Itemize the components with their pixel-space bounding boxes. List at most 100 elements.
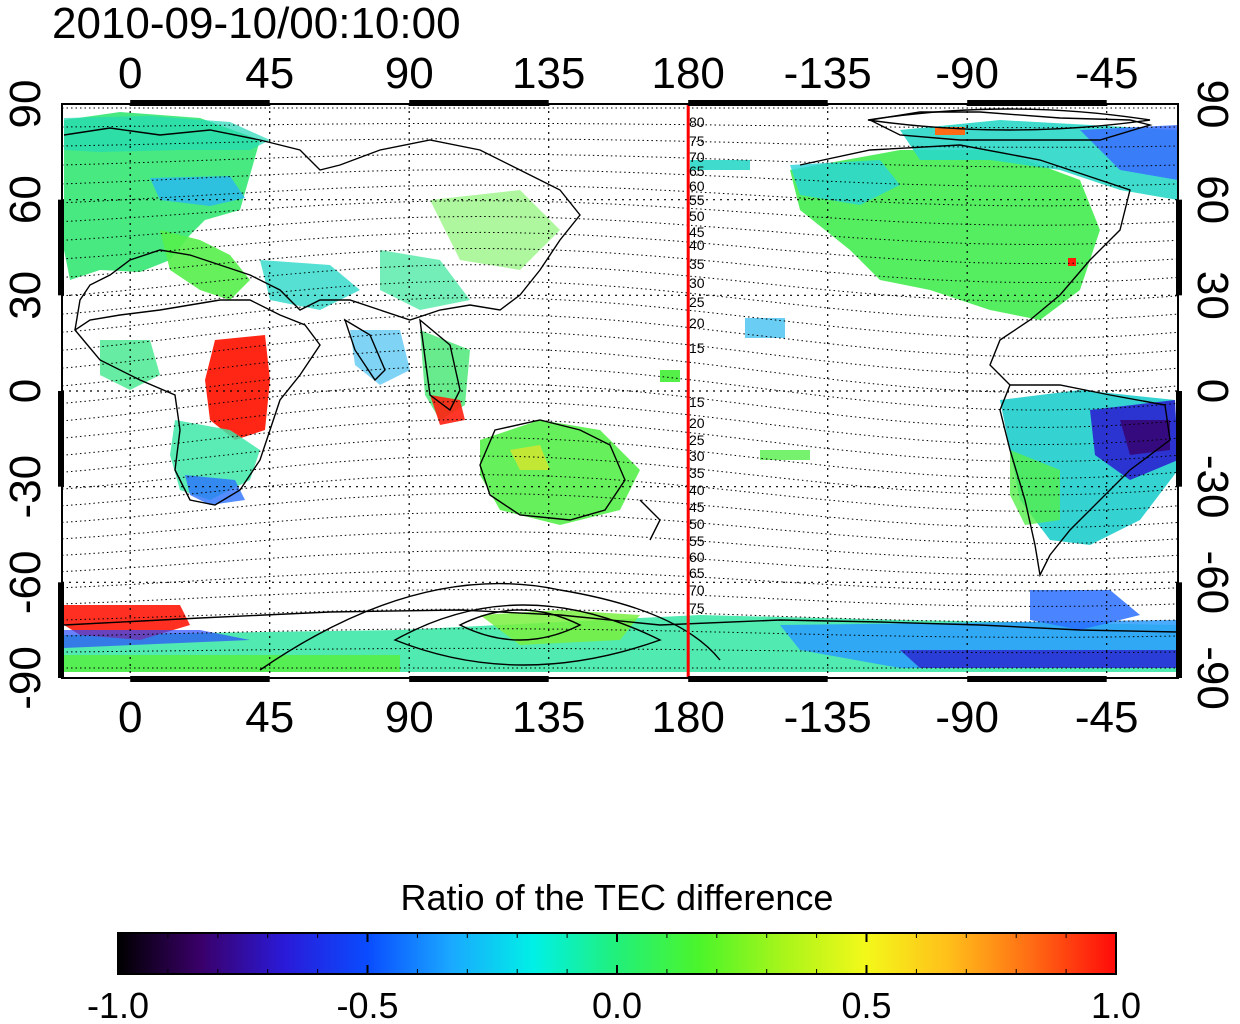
timestamp-label: 2010-09-10/00:10:00 (52, 0, 461, 48)
left-lat-tick-label: 30 (1, 271, 50, 320)
contour-line (62, 215, 1178, 246)
bottom-lon-tick-label: 135 (512, 693, 585, 742)
top-lon-tick-label: 90 (385, 49, 434, 98)
contour-line (62, 153, 1178, 168)
top-lon-tick-label: 180 (651, 49, 724, 98)
top-lon-tick-label: 0 (118, 49, 142, 98)
left-lat-tick-label: 0 (1, 379, 50, 403)
contour-line (62, 264, 1178, 302)
right-lat-tick-label: 0 (1188, 379, 1237, 403)
contour-line (62, 248, 1178, 283)
frame-bar-bottom (409, 676, 549, 682)
top-lon-tick-label: 45 (245, 49, 294, 98)
right-lat-tick-label: 60 (1188, 175, 1237, 224)
contour-line (62, 530, 1178, 561)
bottom-lon-tick-label: 0 (118, 693, 142, 742)
top-longitude-axis: 0 45 90 135 180 -135 -90 -45 (118, 49, 1139, 98)
left-lat-tick-label: -60 (1, 551, 50, 615)
coastline-layer (63, 108, 1178, 671)
contour-label: 65 (689, 565, 705, 581)
frame-bar-left (58, 199, 64, 296)
contour-label: 45 (689, 499, 705, 515)
contour-line (62, 628, 1178, 638)
top-lon-tick-label: -135 (784, 49, 872, 98)
contour-label: 55 (689, 192, 705, 208)
top-lon-tick-label: -45 (1075, 49, 1139, 98)
top-lon-tick-label: 135 (512, 49, 585, 98)
contour-label: 60 (689, 549, 705, 565)
top-lon-tick-label: -90 (935, 49, 999, 98)
left-lat-tick-label: -90 (1, 646, 50, 710)
contour-label: 25 (689, 432, 705, 448)
contour-line (62, 608, 1178, 623)
left-lat-tick-label: -30 (1, 455, 50, 519)
contour-label: 50 (689, 516, 705, 532)
contour-line (62, 138, 1178, 148)
contour-label: 20 (689, 315, 705, 331)
frame-bar-left (58, 391, 64, 487)
contour-line (62, 474, 1178, 512)
contour-label: 20 (689, 415, 705, 431)
frame-bar-top (409, 100, 549, 106)
contour-label: 40 (689, 237, 705, 253)
right-lat-tick-label: 30 (1188, 271, 1237, 320)
contour-line (62, 184, 1178, 207)
contour-line (62, 122, 1178, 129)
map-border-ticks (58, 100, 1182, 682)
contour-label: 80 (689, 114, 705, 130)
bottom-lon-tick-label: 90 (385, 693, 434, 742)
left-lat-tick-label: 60 (1, 175, 50, 224)
bottom-lon-tick-label: 180 (651, 693, 724, 742)
contour-line (62, 200, 1178, 226)
contour-label: 15 (689, 394, 705, 410)
contour-label: 55 (689, 533, 705, 549)
frame-bar-top (967, 100, 1107, 106)
left-latitude-axis: 90 60 30 0 -30 -60 -90 (1, 80, 50, 710)
contour-line (62, 493, 1178, 528)
contour-label: 30 (689, 275, 705, 291)
contour-line (62, 589, 1178, 607)
frame-bar-right (1176, 391, 1182, 487)
frame-bar-bottom (967, 676, 1107, 682)
colorbar-ticks: -1.0 -0.5 0.0 0.5 1.0 (87, 933, 1141, 1024)
frame-bar-right (1176, 199, 1182, 296)
contour-line (62, 569, 1178, 592)
contour-label: 40 (689, 482, 705, 498)
contour-line (62, 231, 1178, 265)
frame-bar-top (688, 100, 828, 106)
contour-label: 50 (689, 208, 705, 224)
frame-bar-bottom (130, 676, 270, 682)
contour-labels: 8075706560555045403530252015152025303540… (689, 114, 705, 616)
bottom-lon-tick-label: -45 (1075, 693, 1139, 742)
contour-line (62, 647, 1178, 654)
contour-label: 60 (689, 178, 705, 194)
bottom-longitude-axis: 0 45 90 135 180 -135 -90 -45 (118, 693, 1139, 742)
colorbar-tick-label: -1.0 (87, 985, 149, 1024)
magnetic-latitude-contours (62, 107, 1178, 669)
frame-bar-right (1176, 582, 1182, 678)
right-lat-tick-label: -30 (1188, 455, 1237, 519)
right-lat-tick-label: -60 (1188, 551, 1237, 615)
left-lat-tick-label: 90 (1, 80, 50, 129)
contour-label: 30 (689, 448, 705, 464)
contour-label: 65 (689, 163, 705, 179)
contour-label: 75 (689, 133, 705, 149)
bottom-lon-tick-label: 45 (245, 693, 294, 742)
contour-label: 45 (689, 224, 705, 240)
colorbar-tick-label: -0.5 (336, 985, 398, 1024)
contour-label: 35 (689, 256, 705, 272)
contour-label: 70 (689, 149, 705, 165)
colorbar-title: Ratio of the TEC difference (401, 877, 834, 918)
contour-label: 25 (689, 294, 705, 310)
right-lat-tick-label: 90 (1188, 80, 1237, 129)
bottom-lon-tick-label: -135 (784, 693, 872, 742)
contour-label: 35 (689, 465, 705, 481)
colorbar-tick-label: 0.0 (592, 985, 642, 1024)
bottom-lon-tick-label: -90 (935, 693, 999, 742)
contour-label: 15 (689, 340, 705, 356)
frame-bar-top (130, 100, 270, 106)
contour-label: 70 (689, 582, 705, 598)
right-latitude-axis: 90 60 30 0 -30 -60 -90 (1188, 80, 1237, 710)
right-lat-tick-label: -90 (1188, 646, 1237, 710)
